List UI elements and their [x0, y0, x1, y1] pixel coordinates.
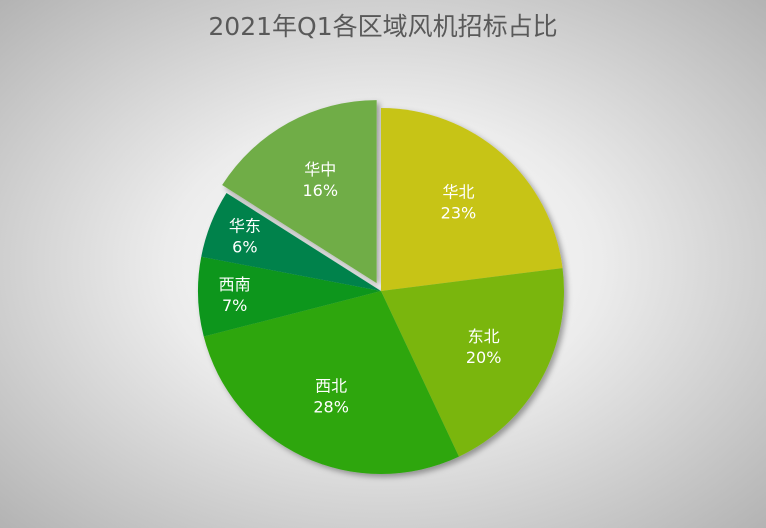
pie-slice — [201, 192, 381, 291]
pie-slice — [381, 108, 563, 291]
slice-label: 华中 — [304, 160, 336, 179]
slice-label: 西南 — [219, 275, 251, 294]
slice-value-label: 7% — [222, 296, 247, 315]
labels: 华北 23% 东北 20% 西北 28% 西南 7% 华东 6% 华中 16% — [219, 160, 502, 416]
pie-slice — [198, 256, 381, 337]
slice-value-label: 16% — [302, 181, 338, 200]
pie-slice — [203, 291, 459, 474]
slice-label: 西北 — [315, 376, 347, 395]
pie-slice — [222, 100, 377, 284]
slice-value-label: 23% — [441, 204, 477, 223]
slice-value-label: 6% — [232, 238, 257, 257]
slice-label: 东北 — [468, 327, 500, 346]
slice-label: 华北 — [442, 183, 474, 202]
pie-slice — [381, 268, 564, 457]
chart-title: 2021年Q1各区域风机招标占比 — [208, 12, 557, 41]
pie — [198, 100, 564, 474]
slice-value-label: 20% — [466, 348, 502, 367]
slice-value-label: 28% — [313, 397, 349, 416]
slice-label: 华东 — [229, 217, 261, 236]
